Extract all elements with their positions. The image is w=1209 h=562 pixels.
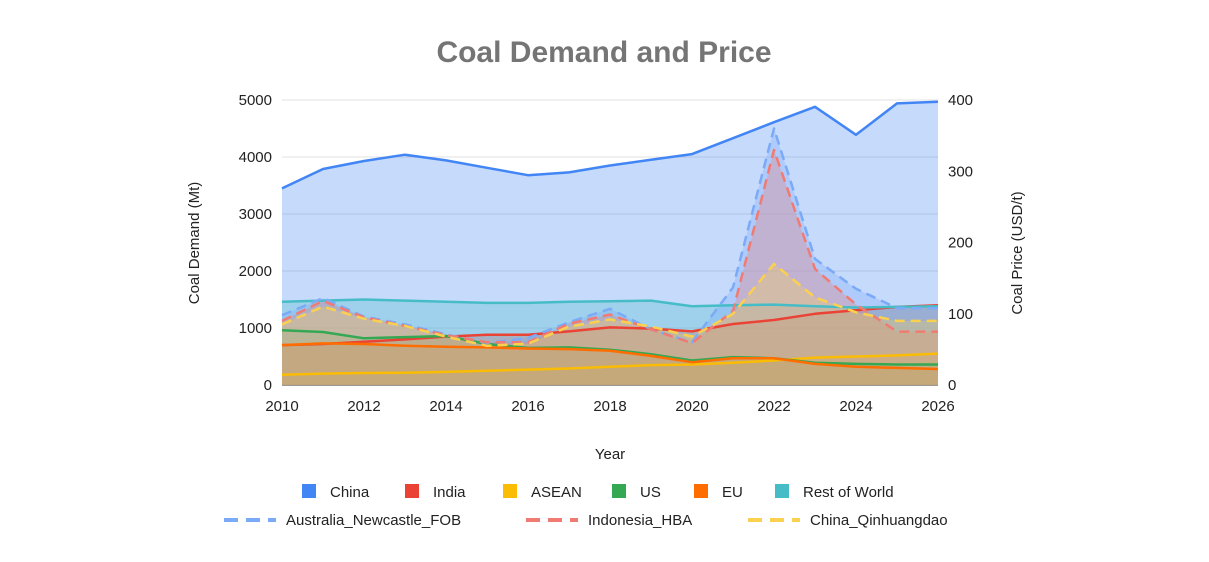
area-india	[282, 305, 938, 385]
area-china-qinhuangdao	[282, 263, 938, 385]
legend-label: China_Qinhuangdao	[810, 512, 948, 529]
legend-swatch	[694, 484, 708, 498]
x-tick-label: 2010	[265, 398, 298, 415]
x-tick-label: 2020	[675, 398, 708, 415]
legend-label: US	[640, 484, 661, 501]
chart-title: Coal Demand and Price	[436, 36, 771, 69]
y-tick-label-right: 100	[948, 306, 973, 323]
legend-item-china-qinhuangdao: China_Qinhuangdao	[748, 512, 948, 529]
y-tick-label-right: 200	[948, 235, 973, 252]
line-rest-of-world	[281, 298, 939, 309]
legend-swatch	[775, 484, 789, 498]
x-axis-label: Year	[595, 446, 625, 463]
plot-areas	[282, 101, 938, 385]
y-tick-label-left: 2000	[239, 263, 272, 280]
legend-item-australia-newcastle-fob: Australia_Newcastle_FOB	[224, 512, 461, 529]
y-tick-label-right: 0	[948, 377, 956, 394]
y-tick-label-left: 3000	[239, 206, 272, 223]
legend-item-rest-of-world: Rest of World	[775, 484, 894, 501]
plot-lines	[281, 100, 939, 376]
area-indonesia-hba	[282, 149, 938, 385]
line-eu	[281, 342, 939, 371]
legend-label: EU	[722, 484, 743, 501]
legend-label: Indonesia_HBA	[588, 512, 692, 529]
area-eu	[282, 343, 938, 385]
legend-label: China	[330, 484, 370, 501]
x-tick-label: 2016	[511, 398, 544, 415]
legend-label: India	[433, 484, 466, 501]
axes: 0 1000 2000 3000 4000 5000 0 100 200 300 400 2010 20…	[239, 92, 973, 415]
y-tick-label-right: 300	[948, 163, 973, 180]
x-tick-label: 2018	[593, 398, 626, 415]
legend-label: Australia_Newcastle_FOB	[286, 512, 461, 529]
x-tick-label: 2026	[921, 398, 954, 415]
line-china-qinhuangdao	[281, 262, 938, 348]
legend-item-india: India	[405, 484, 466, 501]
y-tick-label-left: 0	[264, 377, 272, 394]
line-china	[281, 100, 939, 190]
legend-item-eu: EU	[694, 484, 743, 501]
y-tick-label-left: 4000	[239, 149, 272, 166]
legend-swatch	[612, 484, 626, 498]
x-tick-label: 2014	[429, 398, 462, 415]
area-china	[282, 101, 938, 385]
y-tick-label-right: 400	[948, 92, 973, 109]
line-india	[281, 303, 939, 347]
legend-item-us: US	[612, 484, 661, 501]
legend-label: Rest of World	[803, 484, 894, 501]
y-axis-label-left: Coal Demand (Mt)	[186, 182, 203, 305]
legend-label: ASEAN	[531, 484, 582, 501]
legend-item-asean: ASEAN	[503, 484, 582, 501]
legend-swatch	[503, 484, 517, 498]
x-tick-label: 2012	[347, 398, 380, 415]
x-tick-label: 2022	[757, 398, 790, 415]
line-asean	[281, 352, 939, 376]
y-tick-label-left: 5000	[239, 92, 272, 109]
legend-item-china: China	[302, 484, 370, 501]
legend-swatch	[405, 484, 419, 498]
y-tick-label-left: 1000	[239, 320, 272, 337]
x-tick-label: 2024	[839, 398, 872, 415]
y-axis-label-right: Coal Price (USD/t)	[1009, 191, 1026, 314]
legend: China India ASEAN US EU Rest of World Australi…	[224, 484, 948, 529]
legend-item-indonesia-hba: Indonesia_HBA	[526, 512, 692, 529]
legend-swatch	[302, 484, 316, 498]
